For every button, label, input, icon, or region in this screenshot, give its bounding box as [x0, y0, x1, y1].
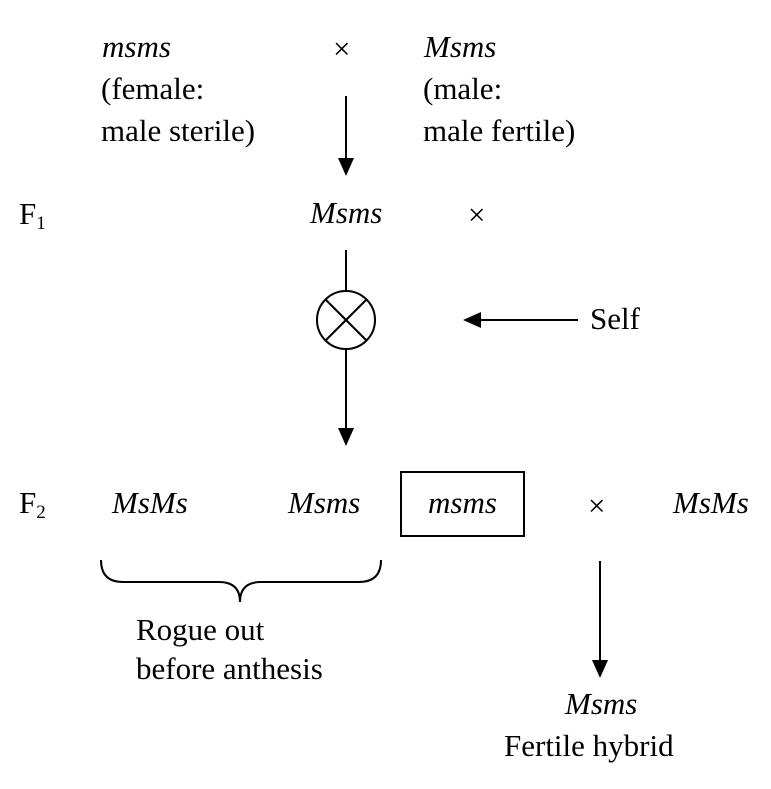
self-label: Self [590, 301, 640, 336]
f2-genotype-male-sterile: msms [428, 485, 497, 520]
female-parent-genotype: msms [102, 29, 171, 64]
rogue-note-line1: Rogue out [136, 612, 265, 647]
parent-to-f1-arrow [338, 96, 354, 176]
cross-to-result-arrow [592, 561, 608, 678]
rogue-brace [100, 559, 382, 603]
f2-cross-partner-genotype: MsMs [673, 485, 749, 520]
self-cross-icon [316, 290, 376, 350]
female-parent-note-line2: male sterile) [101, 113, 256, 148]
male-parent-note-line1: (male: [423, 71, 503, 106]
f2-genotype-msms-homozygous-dominant: MsMs [112, 485, 188, 520]
f1-genotype: Msms [310, 195, 383, 230]
result-label: Fertile hybrid [504, 728, 674, 763]
parent-cross-symbol: × [333, 31, 351, 66]
self-to-f2-arrow [338, 349, 354, 446]
selected-genotype-box [400, 471, 525, 537]
f1-label: F1 [19, 196, 46, 234]
f2-cross-symbol: × [588, 488, 606, 523]
f2-label-subscript: 2 [36, 502, 46, 523]
f2-genotype-heterozygous: Msms [288, 485, 361, 520]
rogue-note-line2: before anthesis [136, 651, 323, 686]
f1-label-subscript: 1 [36, 213, 46, 234]
f2-label: F2 [19, 485, 46, 523]
f1-cross-symbol: × [468, 197, 486, 232]
male-parent-genotype: Msms [424, 29, 497, 64]
self-arrow [463, 312, 578, 328]
result-genotype: Msms [565, 686, 638, 721]
male-parent-note-line2: male fertile) [423, 113, 576, 148]
female-parent-note-line1: (female: [101, 71, 205, 106]
